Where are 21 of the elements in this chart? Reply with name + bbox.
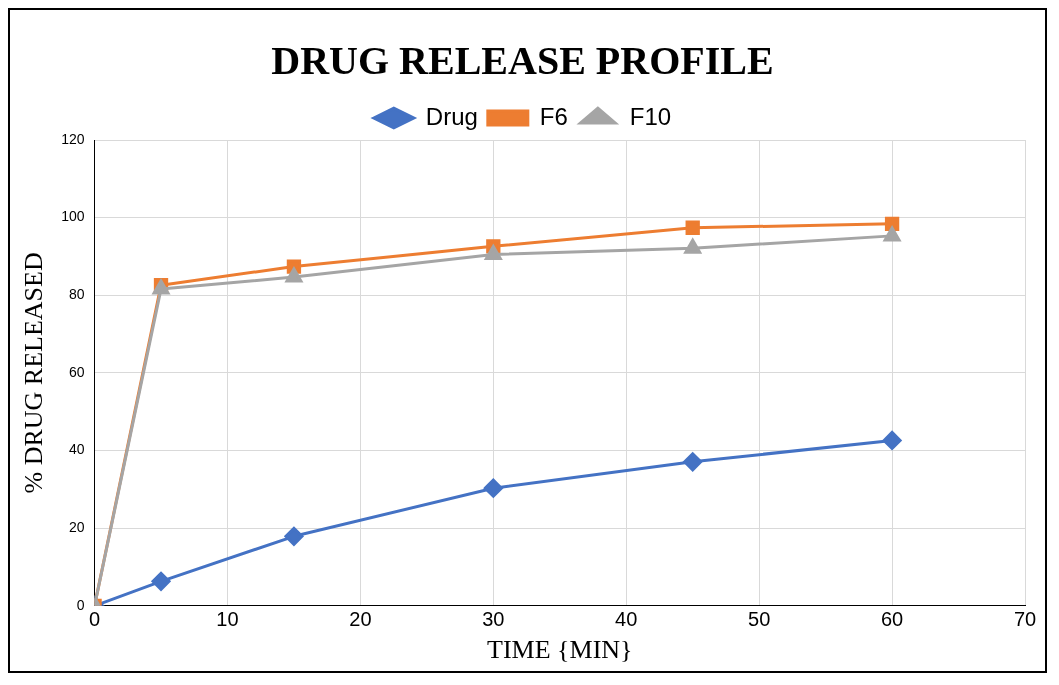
- legend-label: Drug: [425, 102, 478, 130]
- y-tick-label: 40: [68, 441, 85, 458]
- x-tick-label: 40: [615, 608, 638, 631]
- x-axis-title: TIME {MIN}: [487, 635, 633, 665]
- x-tick-label: 70: [1013, 608, 1037, 631]
- x-tick-label: 50: [748, 608, 771, 631]
- y-tick-label: 60: [68, 363, 85, 380]
- legend-label: F10: [629, 102, 672, 130]
- y-axis-title: % DRUG RELEASED: [19, 252, 49, 494]
- chart-title: DRUG RELEASE PROFILE: [271, 38, 774, 84]
- x-tick-label: 20: [349, 608, 372, 631]
- x-tick-label: 30: [482, 608, 505, 631]
- x-tick-label: 10: [216, 608, 239, 631]
- legend-label: F6: [539, 102, 568, 130]
- y-tick-label: 80: [68, 286, 85, 303]
- x-tick-label: 0: [89, 608, 101, 631]
- y-tick-label: 20: [68, 519, 85, 536]
- y-tick-label: 0: [76, 596, 85, 613]
- x-tick-label: 60: [880, 608, 904, 631]
- y-tick-label: 100: [61, 208, 85, 225]
- y-tick-label: 120: [61, 130, 85, 147]
